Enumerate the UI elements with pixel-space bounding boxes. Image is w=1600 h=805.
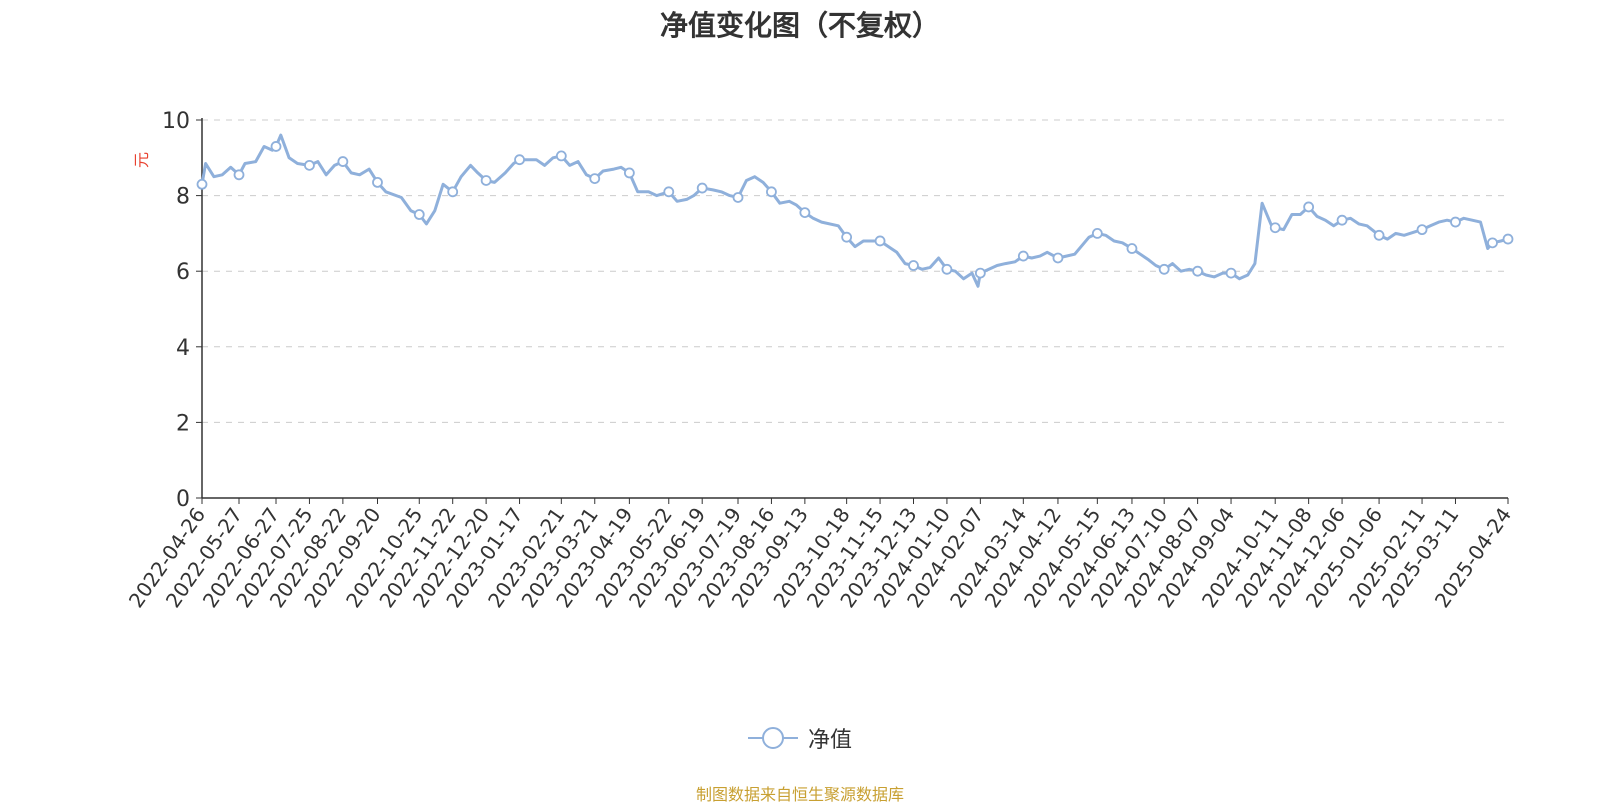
data-point-marker <box>1192 265 1204 277</box>
y-tick-label: 8 <box>176 185 190 210</box>
data-point-marker <box>696 182 708 194</box>
x-tick-labels: 2022-04-262022-05-272022-06-272022-07-25… <box>124 503 1516 612</box>
data-point-marker <box>514 154 525 166</box>
y-tick-label: 2 <box>176 411 190 436</box>
axes <box>196 118 1509 504</box>
data-point-marker <box>480 175 492 186</box>
data-point-marker <box>1487 237 1498 249</box>
y-tick-label: 4 <box>176 336 190 361</box>
data-point-marker <box>1450 216 1461 228</box>
data-point-marker <box>1091 227 1103 239</box>
data-point-marker <box>1336 214 1348 226</box>
series-markers <box>196 141 1514 279</box>
data-point-marker <box>908 260 919 271</box>
data-point-marker <box>766 186 777 198</box>
data-point-marker <box>1017 250 1029 262</box>
data-point-marker <box>841 231 853 243</box>
y-tick-label: 10 <box>162 109 190 134</box>
data-point-marker <box>555 150 567 162</box>
legend-label: 净值 <box>807 728 852 753</box>
data-point-marker <box>1373 229 1385 241</box>
grid-lines <box>202 119 1508 423</box>
data-point-marker <box>974 267 986 279</box>
y-tick-label: 0 <box>176 487 190 512</box>
legend[interactable]: 净值 <box>0 722 1600 754</box>
y-tick-label: 6 <box>176 260 190 285</box>
series-line-nav <box>200 133 1509 288</box>
data-point-marker <box>732 192 744 203</box>
data-point-marker <box>1269 222 1281 234</box>
legend-line-circle-icon <box>747 727 798 749</box>
data-point-marker <box>1158 263 1170 275</box>
data-point-marker <box>941 263 953 275</box>
data-point-marker <box>799 207 811 219</box>
data-point-marker <box>663 186 675 198</box>
data-point-marker <box>304 159 315 171</box>
y-axis-label: 元 <box>132 152 151 168</box>
data-point-marker <box>1225 267 1237 279</box>
data-point-marker <box>623 167 635 179</box>
data-point-marker <box>372 176 383 188</box>
data-source-note: 制图数据来自恒生聚源数据库 <box>695 785 904 804</box>
data-point-marker <box>1416 224 1428 236</box>
data-point-marker <box>337 156 349 167</box>
data-point-marker <box>1303 201 1315 213</box>
data-point-marker <box>233 169 245 181</box>
data-point-marker <box>1502 233 1514 245</box>
data-point-marker <box>589 173 601 184</box>
data-point-marker <box>270 141 282 152</box>
data-point-marker <box>196 178 208 190</box>
data-point-marker <box>447 186 459 198</box>
y-tick-labels: 0 2 4 6 8 10 <box>162 109 190 512</box>
data-point-marker <box>1052 252 1064 264</box>
data-point-marker <box>1126 243 1138 254</box>
data-point-marker <box>874 235 886 247</box>
chart-title: 净值变化图（不复权） <box>659 9 940 42</box>
data-point-marker <box>413 209 425 220</box>
